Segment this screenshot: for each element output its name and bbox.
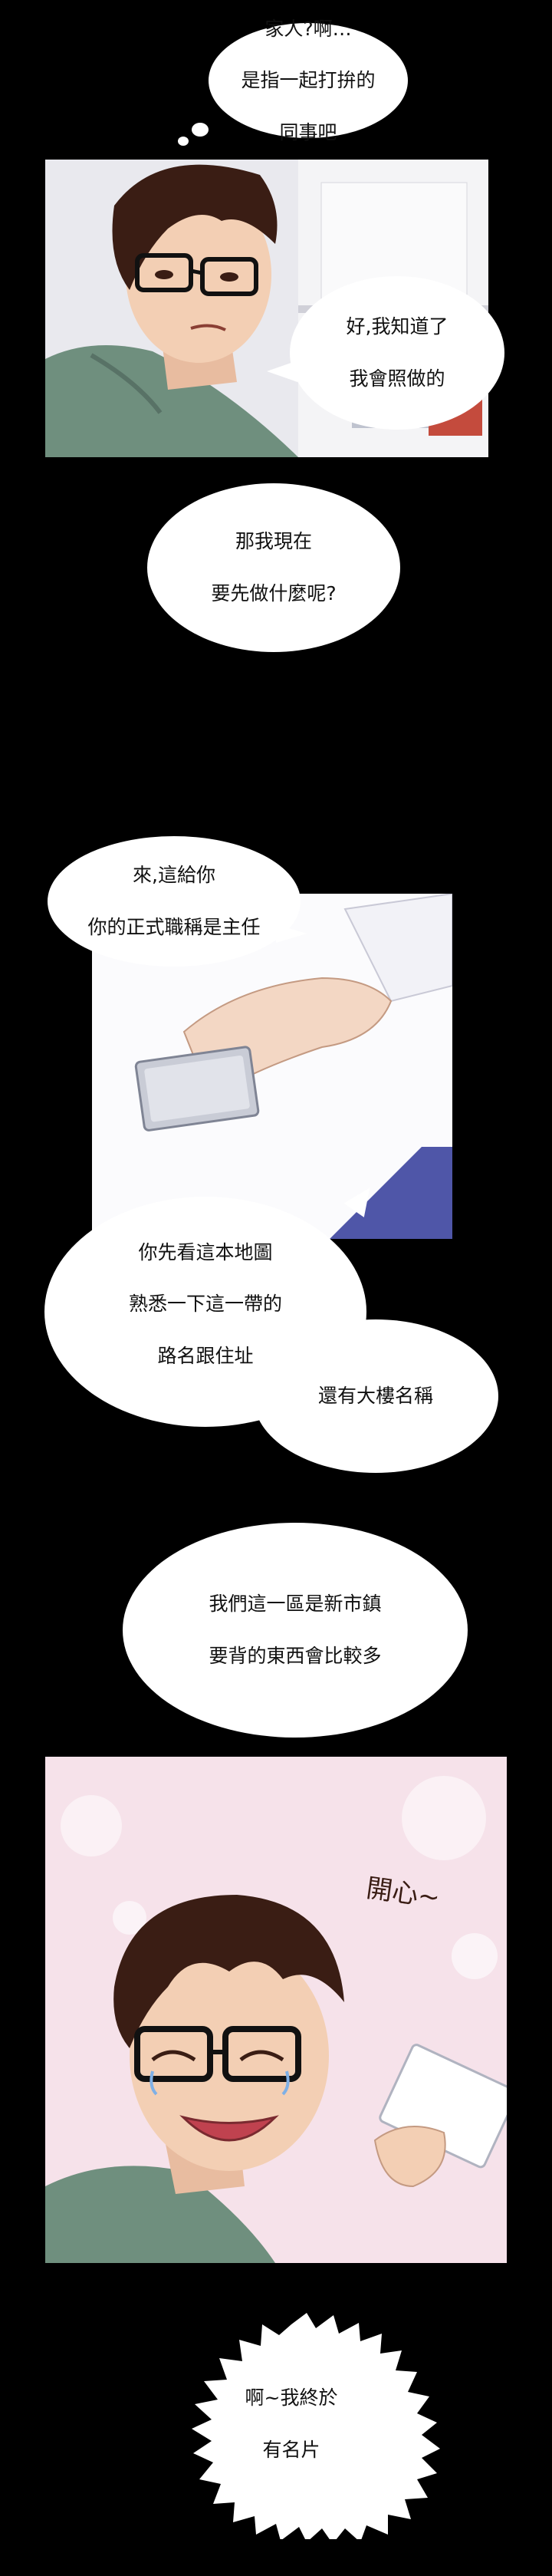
bubble-line: 啊~我終於 (245, 2387, 338, 2410)
bubble-line: 熟悉一下這一帶的 (128, 1293, 282, 1316)
speech-bubble-name-card: 啊~我終於 有名片 (184, 2363, 399, 2485)
bubble-tail (276, 924, 307, 943)
bubble-line: 還有大樓名稱 (317, 1385, 433, 1408)
bubble-line: 有名片 (262, 2438, 320, 2461)
bubble-line: 我會照做的 (349, 367, 445, 390)
bubble-line: 要先做什麼呢? (211, 581, 337, 604)
thought-dot (178, 137, 189, 146)
bubble-line: 你的正式職稱是主任 (87, 915, 261, 938)
panel-happy-man (45, 1757, 507, 2263)
bubble-line: 好,我知道了 (346, 315, 449, 338)
speech-bubble-map: 你先看這本地圖 熟悉一下這一帶的 路名跟住址 (44, 1197, 366, 1427)
bubble-line: 家人?啊… (264, 17, 352, 40)
speech-bubble-buildings: 還有大樓名稱 (253, 1319, 498, 1473)
bubble-line: 我們這一區是新市鎮 (209, 1593, 382, 1616)
bubble-line: 路名跟住址 (157, 1344, 254, 1367)
speech-bubble-ok: 好,我知道了 我會照做的 (290, 276, 504, 430)
hand-card-illustration (134, 894, 452, 1239)
thought-dot (192, 123, 209, 137)
bubble-tail (267, 361, 297, 382)
speech-bubble-new-town: 我們這一區是新市鎮 要背的東西會比較多 (123, 1523, 468, 1738)
spiky-bubble-shape (192, 2313, 440, 2539)
speech-bubble-card: 來,這給你 你的正式職稱是主任 (48, 836, 301, 967)
speech-bubble-family: 家人?啊… 是指一起打拚的 同事吧 (209, 18, 408, 143)
bubble-line: 你先看這本地圖 (138, 1240, 273, 1263)
bubble-line: 是指一起打拚的 (241, 69, 376, 92)
bubble-line: 來,這給你 (133, 864, 215, 887)
bubble-line: 同事吧 (279, 120, 337, 143)
bubble-line: 要背的東西會比較多 (209, 1644, 382, 1667)
panel-hand-card (92, 894, 452, 1239)
bubble-line: 那我現在 (235, 530, 312, 553)
speech-bubble-what-first: 那我現在 要先做什麼呢? (147, 483, 400, 652)
happy-man-illustration (45, 1776, 507, 2263)
